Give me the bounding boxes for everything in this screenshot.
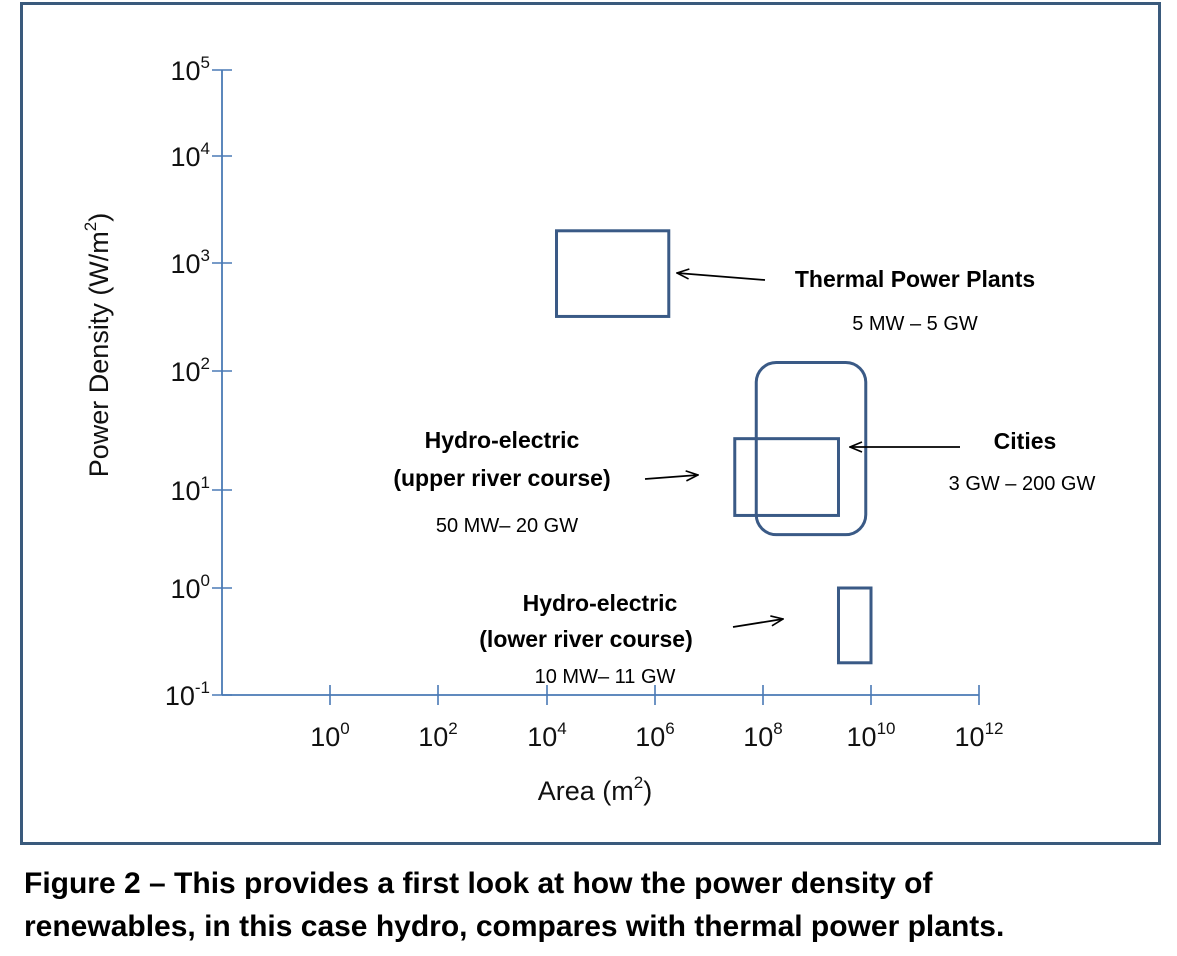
- y-tick-label: 100: [170, 571, 210, 604]
- thermal-label: Thermal Power Plants: [795, 266, 1035, 292]
- y-tick-base: 10: [170, 142, 200, 172]
- y-axis-title-part: 2: [81, 222, 100, 231]
- figure-frame: 10-1 100 101 102 103 104 105 100 102 104 106 108 101…: [20, 2, 1161, 845]
- hydro-upper-arrow: [644, 475, 698, 479]
- caption-line-2: renewables, in this case hydro, compares…: [24, 910, 1005, 943]
- x-axis-title-part: ): [643, 776, 652, 806]
- caption-line-1: Figure 2 – This provides a first look at…: [24, 867, 933, 900]
- y-axis-title-part: Power Density (W/m: [84, 231, 114, 477]
- y-tick-label: 105: [170, 53, 210, 86]
- y-tick-base: 10: [170, 249, 200, 279]
- x-tick-exponent: 8: [773, 719, 782, 738]
- hydro-lower-label: Hydro-electric: [523, 590, 678, 616]
- y-axis-title: Power Density (W/m2): [81, 213, 114, 478]
- x-tick-label: 106: [635, 719, 675, 752]
- y-tick-label: 10-1: [165, 678, 210, 711]
- y-tick-base: 10: [170, 574, 200, 604]
- y-tick-base: 10: [170, 476, 200, 506]
- x-tick-exponent: 10: [877, 719, 896, 738]
- hydro-lower-river-region: [836, 586, 873, 665]
- x-tick-exponent: 0: [340, 719, 349, 738]
- hydro-lower-label: (lower river course): [479, 626, 692, 652]
- y-tick-exponent: 2: [201, 354, 210, 373]
- hydro-lower-arrow: [732, 619, 783, 628]
- x-tick-label: 108: [743, 719, 783, 752]
- x-tick-label: 100: [310, 719, 350, 752]
- y-tick-label: 104: [170, 139, 210, 172]
- hydro-upper-river-region: [733, 437, 840, 517]
- x-axis-title: Area (m2): [538, 773, 653, 806]
- y-tick-base: 10: [170, 357, 200, 387]
- hydro-lower-range-label: 10 MW– 11 GW: [535, 666, 676, 688]
- x-axis-title-part: 2: [634, 773, 643, 792]
- y-tick-base: 10: [170, 56, 200, 86]
- hydro-upper-label: Hydro-electric: [425, 427, 580, 453]
- y-tick-label: 101: [170, 473, 210, 506]
- x-tick-base: 10: [418, 722, 448, 752]
- x-tick-base: 10: [527, 722, 557, 752]
- y-tick-exponent: -1: [195, 678, 210, 697]
- x-tick-base: 10: [310, 722, 340, 752]
- x-tick-base: 10: [743, 722, 773, 752]
- x-tick-exponent: 2: [448, 719, 457, 738]
- x-tick-exponent: 12: [985, 719, 1004, 738]
- thermal-range-label: 5 MW – 5 GW: [852, 313, 978, 335]
- x-tick-label: 1010: [847, 719, 896, 752]
- x-tick-label: 104: [527, 719, 567, 752]
- y-tick-exponent: 3: [201, 246, 210, 265]
- y-tick-base: 10: [165, 681, 195, 711]
- x-tick-exponent: 4: [557, 719, 566, 738]
- x-tick-label: 1012: [955, 719, 1004, 752]
- figure-caption: Figure 2 – This provides a first look at…: [24, 862, 1164, 948]
- hydro-upper-range-label: 50 MW– 20 GW: [436, 515, 578, 537]
- y-tick-label: 102: [170, 354, 210, 387]
- y-tick-exponent: 1: [201, 473, 210, 492]
- thermal-arrow: [677, 273, 766, 281]
- hydro-upper-label: (upper river course): [393, 465, 610, 491]
- cities-range-label: 3 GW – 200 GW: [949, 473, 1096, 495]
- x-tick-base: 10: [847, 722, 877, 752]
- y-tick-exponent: 5: [201, 53, 210, 72]
- x-tick-exponent: 6: [665, 719, 674, 738]
- cities-region: [754, 360, 868, 537]
- x-tick-base: 10: [955, 722, 985, 752]
- y-tick-exponent: 0: [201, 571, 210, 590]
- y-tick-exponent: 4: [201, 139, 210, 158]
- x-tick-base: 10: [635, 722, 665, 752]
- thermal-power-plants-region: [555, 229, 671, 318]
- cities-label: Cities: [994, 428, 1057, 454]
- x-axis-title-part: Area (m: [538, 776, 634, 806]
- x-tick-label: 102: [418, 719, 458, 752]
- y-tick-label: 103: [170, 246, 210, 279]
- y-axis-title-part: ): [84, 213, 114, 222]
